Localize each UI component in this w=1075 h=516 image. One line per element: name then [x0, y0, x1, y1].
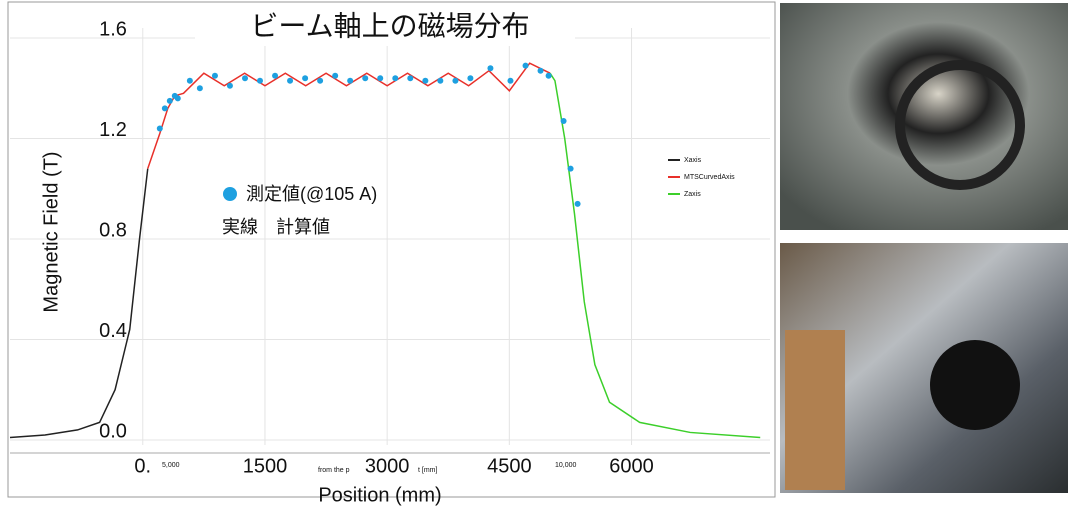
measured-point: [287, 78, 293, 84]
measured-point: [157, 125, 163, 131]
measured-point: [187, 78, 193, 84]
y-tick-label: 0.0: [99, 420, 127, 442]
photo-detail: [785, 330, 845, 490]
y-tick-label: 0.4: [99, 320, 127, 342]
y-tick-label: 1.6: [99, 18, 127, 40]
measured-point: [523, 63, 529, 69]
measured-point: [227, 83, 233, 89]
x-tick-label: 3000: [365, 455, 410, 477]
measured-point: [317, 78, 323, 84]
annotation: from the p: [318, 467, 350, 474]
photo-detail: [930, 340, 1020, 430]
measured-point: [538, 68, 544, 74]
y-axis-label: Magnetic Field (T): [40, 151, 62, 312]
measured-point: [546, 73, 552, 79]
annotation: 5,000: [162, 462, 180, 469]
photo-bore: [780, 3, 1068, 230]
measured-point: [175, 95, 181, 101]
measured-point: [242, 75, 248, 81]
measured-point: [575, 201, 581, 207]
x-tick-label: 1500: [243, 455, 288, 477]
measured-point: [467, 75, 473, 81]
measured-point: [377, 75, 383, 81]
measured-point: [272, 73, 278, 79]
legend-label: Zaxis: [684, 191, 701, 198]
measured-point: [332, 73, 338, 79]
annotation: 実線 計算値: [222, 217, 330, 237]
measured-point: [422, 78, 428, 84]
slide: 0.0 0.4 0.8 1.2 1.6 0. 1500 3000 4500 6000 Xaxis MT…: [0, 0, 1075, 511]
x-tick-label: 6000: [609, 455, 654, 477]
legend-marker: [223, 187, 237, 201]
x-axis-label: Position (mm): [318, 484, 441, 506]
y-tick-label: 1.2: [99, 119, 127, 141]
measured-point: [452, 78, 458, 84]
measured-point: [257, 78, 263, 84]
page: 0.0 0.4 0.8 1.2 1.6 0. 1500 3000 4500 6000 Xaxis MT…: [0, 0, 1075, 511]
measured-point: [437, 78, 443, 84]
legend-label: Xaxis: [684, 157, 702, 164]
annotation: 10,000: [555, 462, 577, 469]
measured-point: [507, 78, 513, 84]
measured-point: [162, 105, 168, 111]
measured-point: [487, 65, 493, 71]
measured-point: [407, 75, 413, 81]
measured-point: [197, 85, 203, 91]
y-tick-label: 0.8: [99, 219, 127, 241]
measured-point: [212, 73, 218, 79]
x-tick-label: 0.: [134, 455, 151, 477]
legend-label: MTSCurvedAxis: [684, 174, 735, 181]
legend-label: 測定値(@105 A): [246, 184, 377, 204]
annotation: t [mm]: [418, 467, 437, 474]
x-tick-label: 4500: [487, 455, 532, 477]
measured-point: [362, 75, 368, 81]
measured-point: [568, 166, 574, 172]
measured-point: [561, 118, 567, 124]
chart-title: ビーム軸上の磁場分布: [250, 10, 529, 41]
measured-point: [302, 75, 308, 81]
measured-point: [392, 75, 398, 81]
measured-point: [347, 78, 353, 84]
measured-point: [167, 98, 173, 104]
